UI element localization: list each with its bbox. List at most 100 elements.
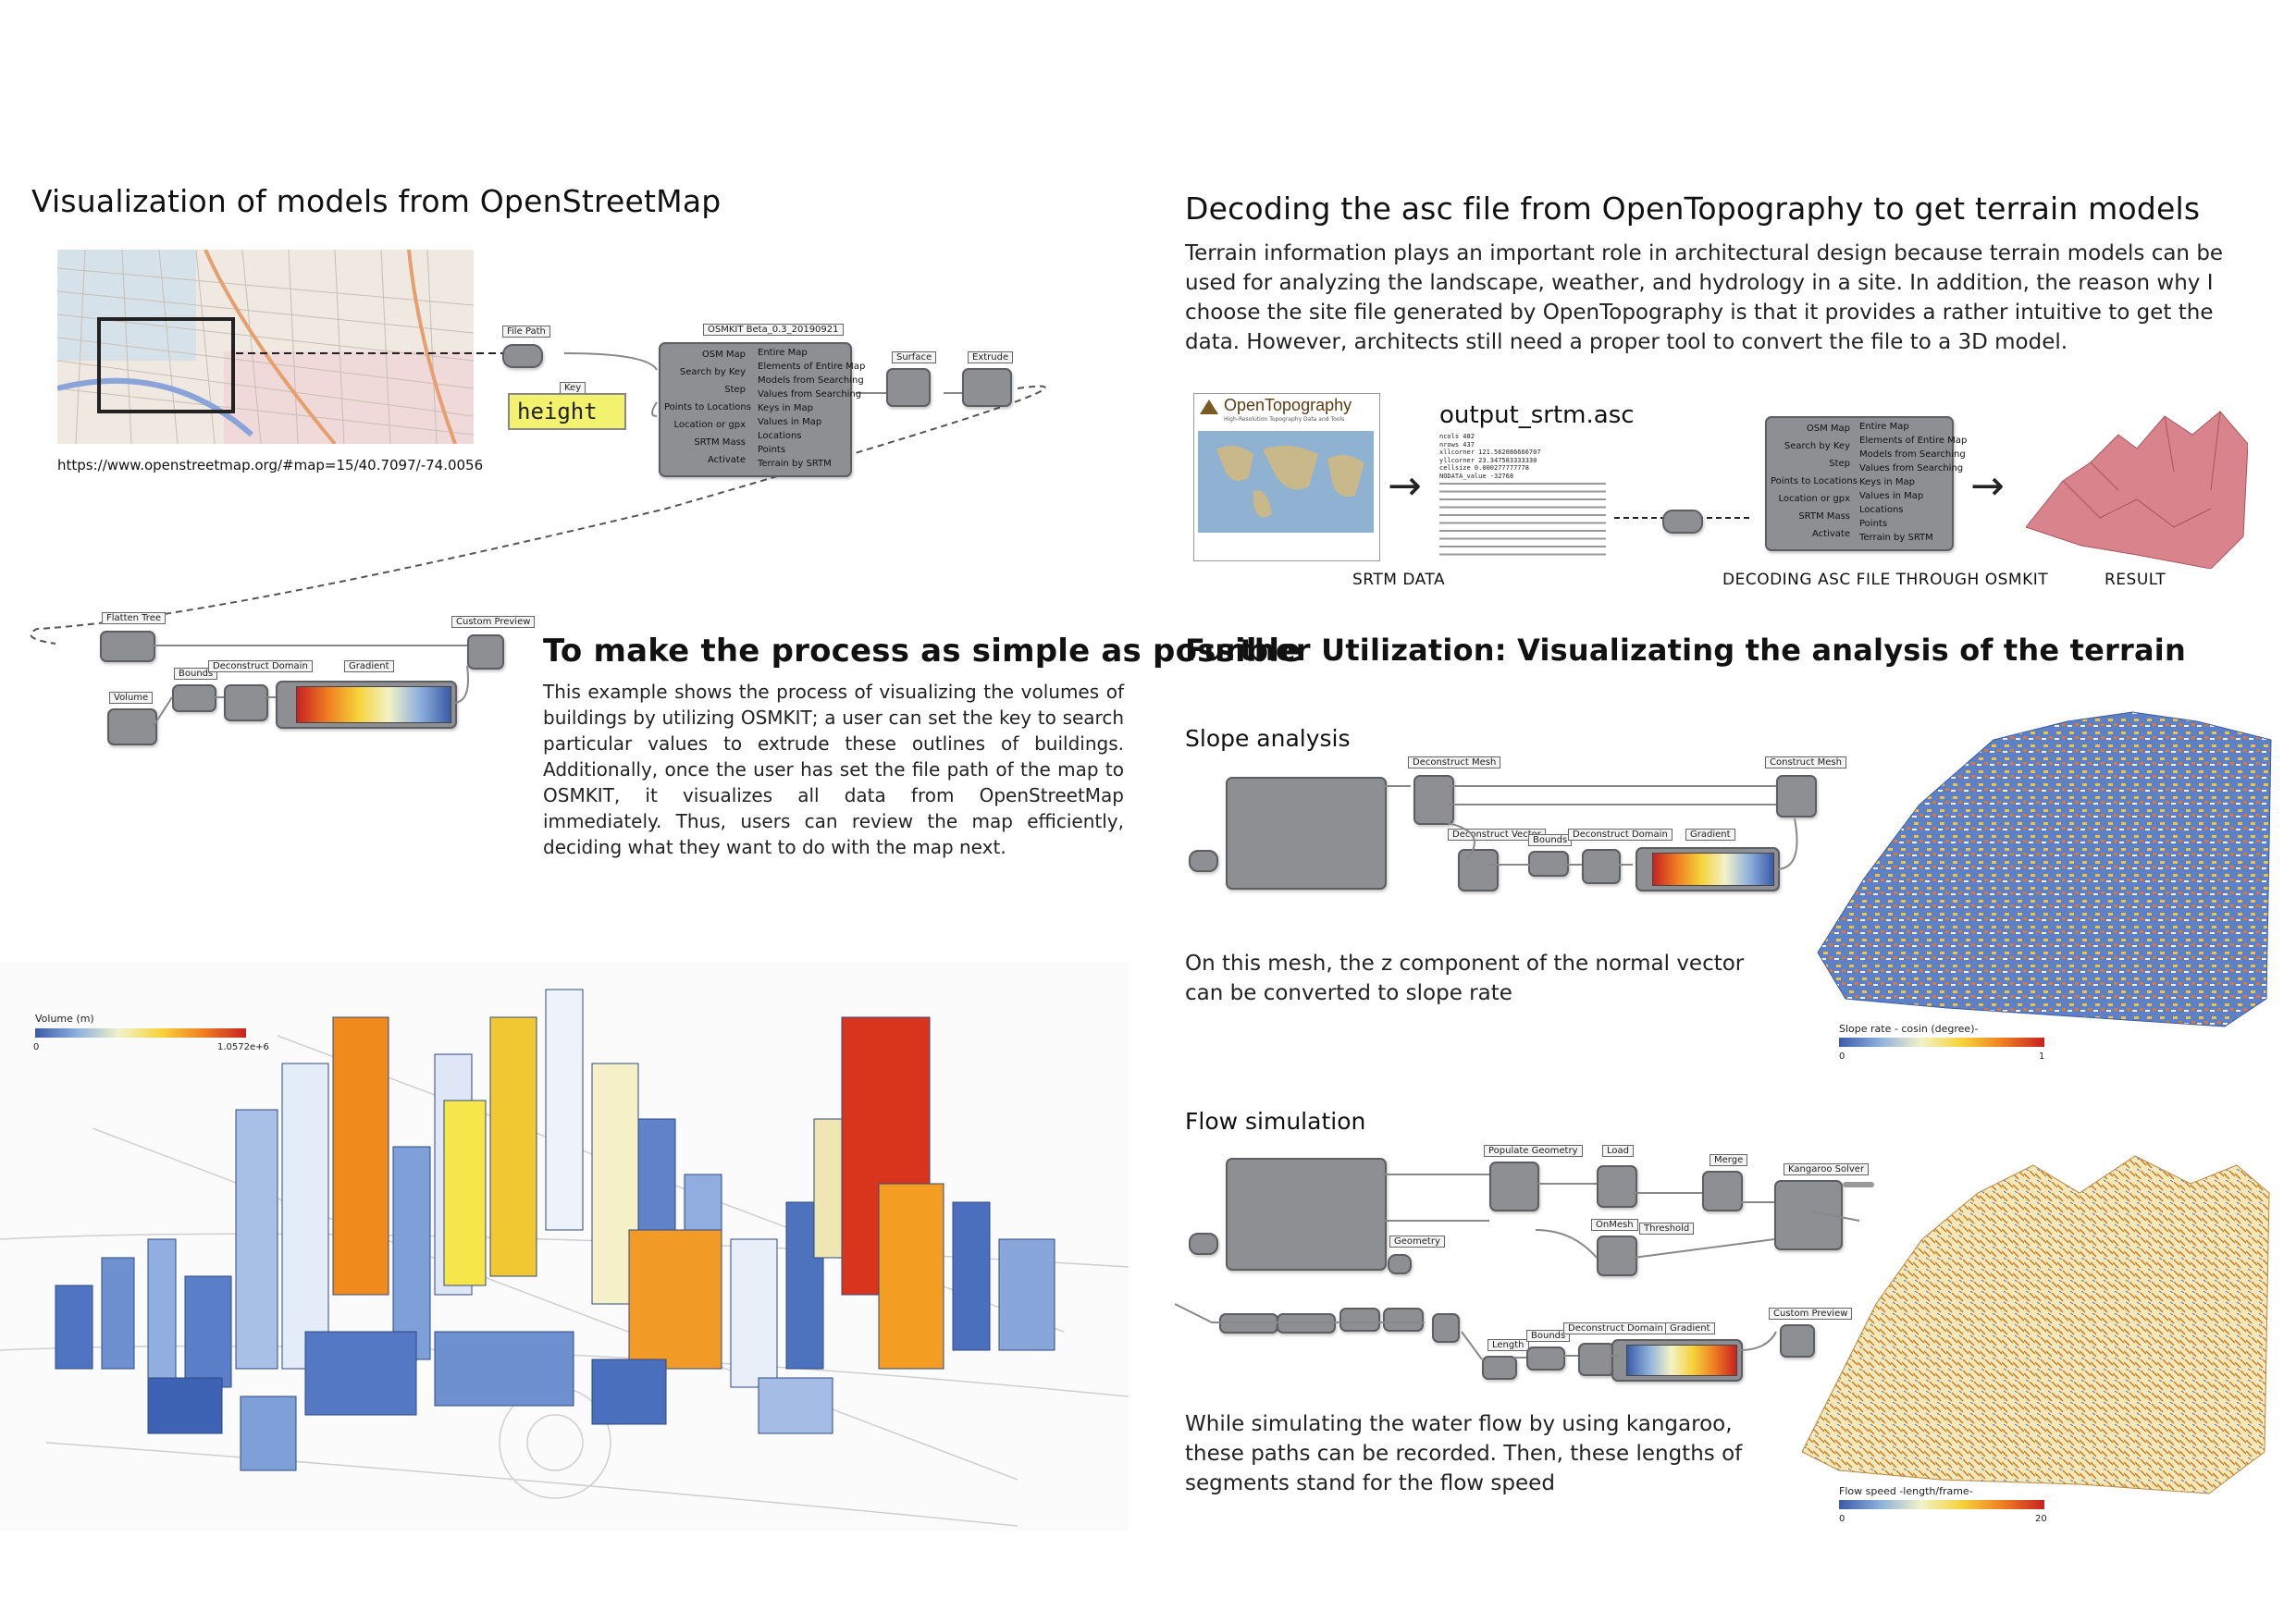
gradient-bar [1626, 1345, 1737, 1376]
extrude-node[interactable] [962, 368, 1012, 407]
slope-file-node[interactable] [1189, 850, 1218, 872]
flow-node-label: Populate Geometry [1484, 1145, 1583, 1157]
flow-wires [1175, 1174, 1860, 1360]
load-node[interactable] [1597, 1165, 1637, 1208]
opentopo-tagline: High-Resolution Topography Data and Tool… [1224, 416, 1345, 423]
slope-legend-bar [1839, 1038, 2044, 1047]
bounds-label: Bounds [174, 668, 218, 680]
volume-label: Volume [109, 692, 154, 704]
flow-deconstruct-domain-node[interactable] [1578, 1343, 1615, 1376]
city-buildings-icon [0, 962, 1129, 1531]
osmkit-output: Entire Map [1859, 422, 1909, 432]
flow-node-label: OnMesh [1591, 1219, 1638, 1231]
flow-preview-toggle[interactable] [1843, 1182, 1874, 1187]
opentopo-brand: OpenTopography [1224, 396, 1352, 414]
slope-node-label: Gradient [1685, 829, 1735, 841]
osmkit-node[interactable]: OSM Map Search by Key Step Points to Loc… [659, 342, 865, 477]
asc-header-line: nrows 437 [1439, 440, 1475, 449]
flow-legend-bar [1839, 1500, 2044, 1509]
slope-wires [1383, 785, 1798, 870]
osmkit-input: Search by Key [1784, 441, 1850, 451]
slope-deconstruct-domain-node[interactable] [1582, 849, 1621, 884]
surface-label: Surface [892, 351, 937, 363]
slope-legend-max: 1 [2039, 1051, 2045, 1062]
flatten-tree-node[interactable] [100, 631, 155, 662]
volume-legend-title: Volume (m) [35, 1013, 94, 1025]
osmkit-input: Points to Locations [1771, 476, 1858, 486]
onmesh-node[interactable] [1597, 1236, 1637, 1276]
merge-node[interactable] [1702, 1171, 1743, 1211]
flow-custom-preview-node[interactable] [1780, 1324, 1815, 1358]
file-path-node[interactable] [502, 344, 543, 368]
volume-legend-bar [35, 1028, 246, 1038]
flow-node-label: Custom Preview [1769, 1308, 1853, 1320]
flow-node-label: Load [1602, 1145, 1634, 1157]
asc-filename: output_srtm.asc [1439, 401, 1635, 429]
volume-node[interactable] [107, 708, 157, 745]
caption-srtm: SRTM DATA [1352, 571, 1446, 589]
osmkit-output: Locations [758, 431, 802, 441]
deconstruct-domain-node[interactable] [224, 684, 268, 721]
osmkit-input: OSM Map [701, 350, 746, 360]
slope-gradient-node[interactable] [1636, 847, 1780, 891]
flow-node-label: Threshold [1639, 1223, 1695, 1235]
terrain-result-icon [2026, 411, 2248, 569]
flatten-tree-label: Flatten Tree [102, 612, 167, 624]
flow-bounds-node[interactable] [1526, 1346, 1565, 1371]
caption-decoding: DECODING ASC FILE THROUGH OSMKIT [1722, 571, 2049, 589]
flow-legend-max: 20 [2035, 1514, 2047, 1524]
flow-polyline-node[interactable] [1432, 1313, 1460, 1343]
slope-title: Slope analysis [1185, 725, 1351, 752]
osmkit-output: Elements of Entire Map [1859, 436, 1968, 446]
osm-section-title: Visualization of models from OpenStreetM… [31, 183, 722, 219]
osmkit-input: Location or gpx [673, 420, 747, 430]
surface-node[interactable] [886, 368, 931, 407]
flow-node-label: Deconstruct Domain [1563, 1322, 1668, 1334]
caption-result: RESULT [2105, 571, 2166, 589]
geometry-node[interactable] [1388, 1254, 1412, 1274]
further-title: Further Utilization: Visualizating the a… [1185, 633, 2186, 668]
osmkit-output: Models from Searching [1859, 449, 1966, 460]
deconstruct-vector-node[interactable] [1458, 849, 1499, 891]
flow-record-node[interactable] [1339, 1308, 1380, 1332]
populate-geometry-node[interactable] [1489, 1162, 1539, 1211]
custom-preview-node[interactable] [467, 634, 504, 670]
asc-header-line: cellsize 0.000277777778 [1439, 464, 1529, 472]
bounds-node[interactable] [172, 684, 216, 712]
flow-list-node[interactable] [1383, 1308, 1424, 1332]
flow-gradient-node[interactable] [1611, 1339, 1743, 1382]
asc-header-line: NODATA_value -32768 [1439, 472, 1514, 480]
flow-node-label: Kangaroo Solver [1784, 1163, 1870, 1175]
key-panel[interactable]: height [508, 393, 626, 430]
world-map-icon [1198, 431, 1374, 533]
slope-legend-min: 0 [1839, 1051, 1845, 1062]
flow-node-label: Merge [1710, 1154, 1748, 1166]
flow-text: While simulating the water flow by using… [1185, 1412, 1743, 1495]
construct-mesh-node[interactable] [1776, 775, 1817, 818]
asc-header-line: xllcorner 121.562086666707 [1439, 449, 1541, 456]
slope-osmkit-node[interactable] [1226, 777, 1387, 890]
osmkit-input: Activate [1812, 529, 1850, 539]
gradient-bar [1652, 853, 1774, 886]
slope-node-label: Deconstruct Mesh [1408, 756, 1501, 768]
slope-text: On this mesh, the z component of the nor… [1185, 952, 1745, 1005]
osmkit-header: OSMKIT Beta_0.3_20190921 [703, 324, 844, 336]
flow-node-label: Gradient [1665, 1322, 1715, 1334]
kangaroo-solver-node[interactable] [1774, 1180, 1843, 1250]
decoding-title: Decoding the asc file from OpenTopograph… [1185, 191, 2201, 227]
osmkit-input: SRTM Mass [694, 437, 746, 448]
flow-length-node[interactable] [1482, 1356, 1517, 1380]
flow-osmkit-node[interactable] [1226, 1158, 1387, 1271]
decoding-file-node[interactable] [1662, 510, 1703, 534]
decoding-osmkit-node[interactable]: OSM Map Search by Key Step Points to Loc… [1765, 416, 1968, 551]
flow-file-node[interactable] [1189, 1233, 1218, 1255]
osmkit-input: OSM Map [1806, 424, 1850, 434]
slope-node-label: Construct Mesh [1765, 756, 1846, 768]
deconstruct-mesh-node[interactable] [1413, 775, 1454, 825]
osm-map-url[interactable]: https://www.openstreetmap.org/#map=15/40… [57, 457, 484, 473]
osmkit-input: SRTM Mass [1798, 511, 1850, 522]
osmkit-output: Keys in Map [1859, 477, 1915, 487]
gradient-node[interactable] [276, 681, 457, 729]
osm-definition-wires [30, 352, 1046, 645]
gradient-label: Gradient [344, 660, 394, 672]
